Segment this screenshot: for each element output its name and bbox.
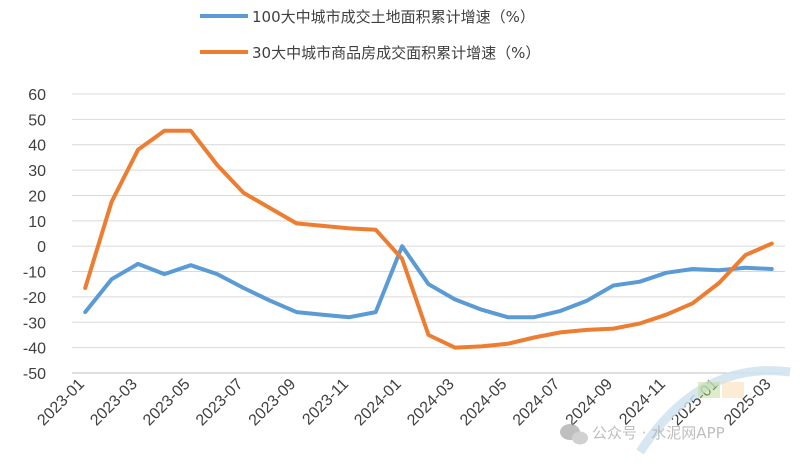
gridlines xyxy=(72,93,785,349)
legend-item-housing: 30大中城市商品房成交面积累计增速（%） xyxy=(200,44,540,62)
y-tick-label: 20 xyxy=(28,188,46,205)
legend: 100大中城市成交土地面积累计增速（%） 30大中城市商品房成交面积累计增速（%… xyxy=(200,8,540,62)
x-tick-label: 2024-07 xyxy=(510,376,564,430)
series-line-land xyxy=(83,244,774,320)
y-axis: -50 -40 -30 -20 -10 0 10 20 30 40 50 60 xyxy=(23,87,46,383)
y-tick-label: 60 xyxy=(28,87,46,104)
y-tick-label: -40 xyxy=(23,341,46,358)
y-tick-label: 50 xyxy=(28,112,46,129)
watermark-text: 公众号 · 水泥网APP xyxy=(592,424,725,442)
x-tick-label: 2024-09 xyxy=(563,376,617,430)
x-tick-label: 2023-01 xyxy=(34,376,88,430)
legend-item-land: 100大中城市成交土地面积累计增速（%） xyxy=(200,8,535,26)
watermark-swoosh xyxy=(636,366,791,455)
y-tick-label: 30 xyxy=(28,163,46,180)
x-tick-label: 2023-11 xyxy=(299,376,352,429)
x-tick-label: 2024-05 xyxy=(457,376,511,430)
watermark: 公众号 · 水泥网APP xyxy=(560,366,791,455)
watermark-tile-orange xyxy=(722,382,744,398)
legend-label-land: 100大中城市成交土地面积累计增速（%） xyxy=(252,8,535,26)
y-tick-label: 10 xyxy=(28,214,46,231)
plot-area xyxy=(83,128,774,350)
y-tick-label: 0 xyxy=(37,239,46,256)
x-tick-label: 2024-03 xyxy=(404,376,458,430)
y-tick-label: 40 xyxy=(28,138,46,155)
y-tick-label: -50 xyxy=(23,366,46,383)
x-tick-label: 2023-05 xyxy=(140,376,194,430)
wechat-icon xyxy=(560,424,588,445)
y-tick-label: -20 xyxy=(23,290,46,307)
y-tick-label: -10 xyxy=(23,265,46,282)
series-line-housing xyxy=(83,128,774,350)
y-tick-label: -30 xyxy=(23,315,46,332)
x-tick-label: 2023-09 xyxy=(246,376,300,430)
x-tick-label: 2023-03 xyxy=(87,376,141,430)
legend-label-housing: 30大中城市商品房成交面积累计增速（%） xyxy=(252,44,540,62)
x-tick-label: 2023-07 xyxy=(193,376,247,430)
x-axis: 2023-01 2023-03 2023-05 2023-07 2023-09 2023-… xyxy=(34,372,785,430)
x-tick-label: 2024-01 xyxy=(351,376,405,430)
watermark-tile-green xyxy=(698,382,720,398)
